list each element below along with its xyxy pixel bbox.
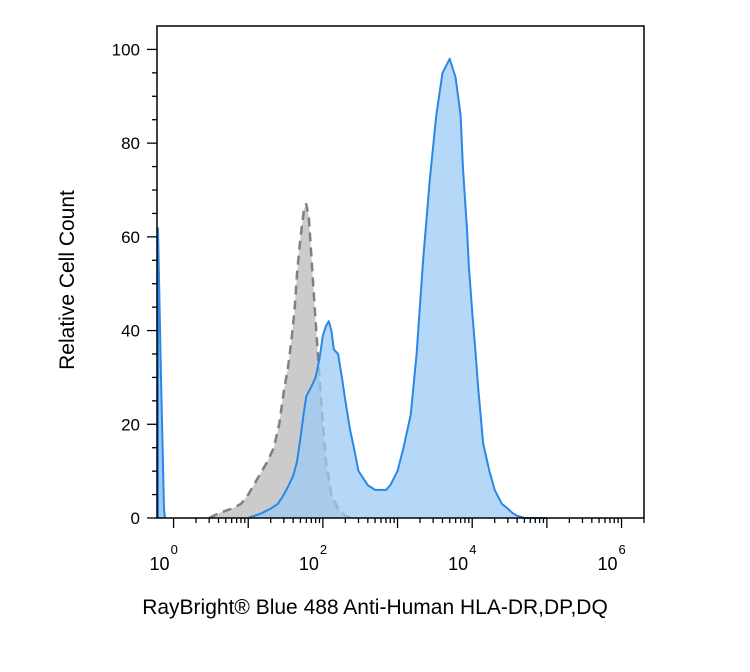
x-tick-base: 10 — [299, 554, 319, 574]
series-2-area — [248, 58, 547, 519]
x-tick-exponent: 2 — [320, 542, 327, 557]
y-tick-label: 20 — [121, 415, 140, 434]
x-tick-label: 102 — [299, 542, 327, 574]
y-tick-label: 40 — [121, 322, 140, 341]
x-tick-exponent: 6 — [619, 542, 626, 557]
x-axis-title: RayBright® Blue 488 Anti-Human HLA-DR,DP… — [142, 596, 608, 619]
x-tick-exponent: 0 — [171, 542, 178, 557]
x-tick-base: 10 — [150, 554, 170, 574]
series-2-line — [247, 57, 547, 519]
plot-area — [157, 57, 547, 520]
y-tick-label: 100 — [112, 40, 140, 59]
plot-frame — [156, 25, 645, 519]
x-tick-base: 10 — [597, 554, 617, 574]
y-tick-label: 80 — [121, 134, 140, 153]
x-tick-exponent: 4 — [469, 542, 476, 557]
x-tick-label: 106 — [597, 542, 625, 574]
x-tick-label: 100 — [150, 542, 178, 574]
y-axis-title: Relative Cell Count — [56, 190, 79, 370]
x-tick-label: 104 — [448, 542, 476, 574]
left-edge-spike — [157, 227, 166, 519]
y-tick-label: 0 — [131, 509, 140, 528]
x-tick-base: 10 — [448, 554, 468, 574]
y-tick-label: 60 — [121, 228, 140, 247]
